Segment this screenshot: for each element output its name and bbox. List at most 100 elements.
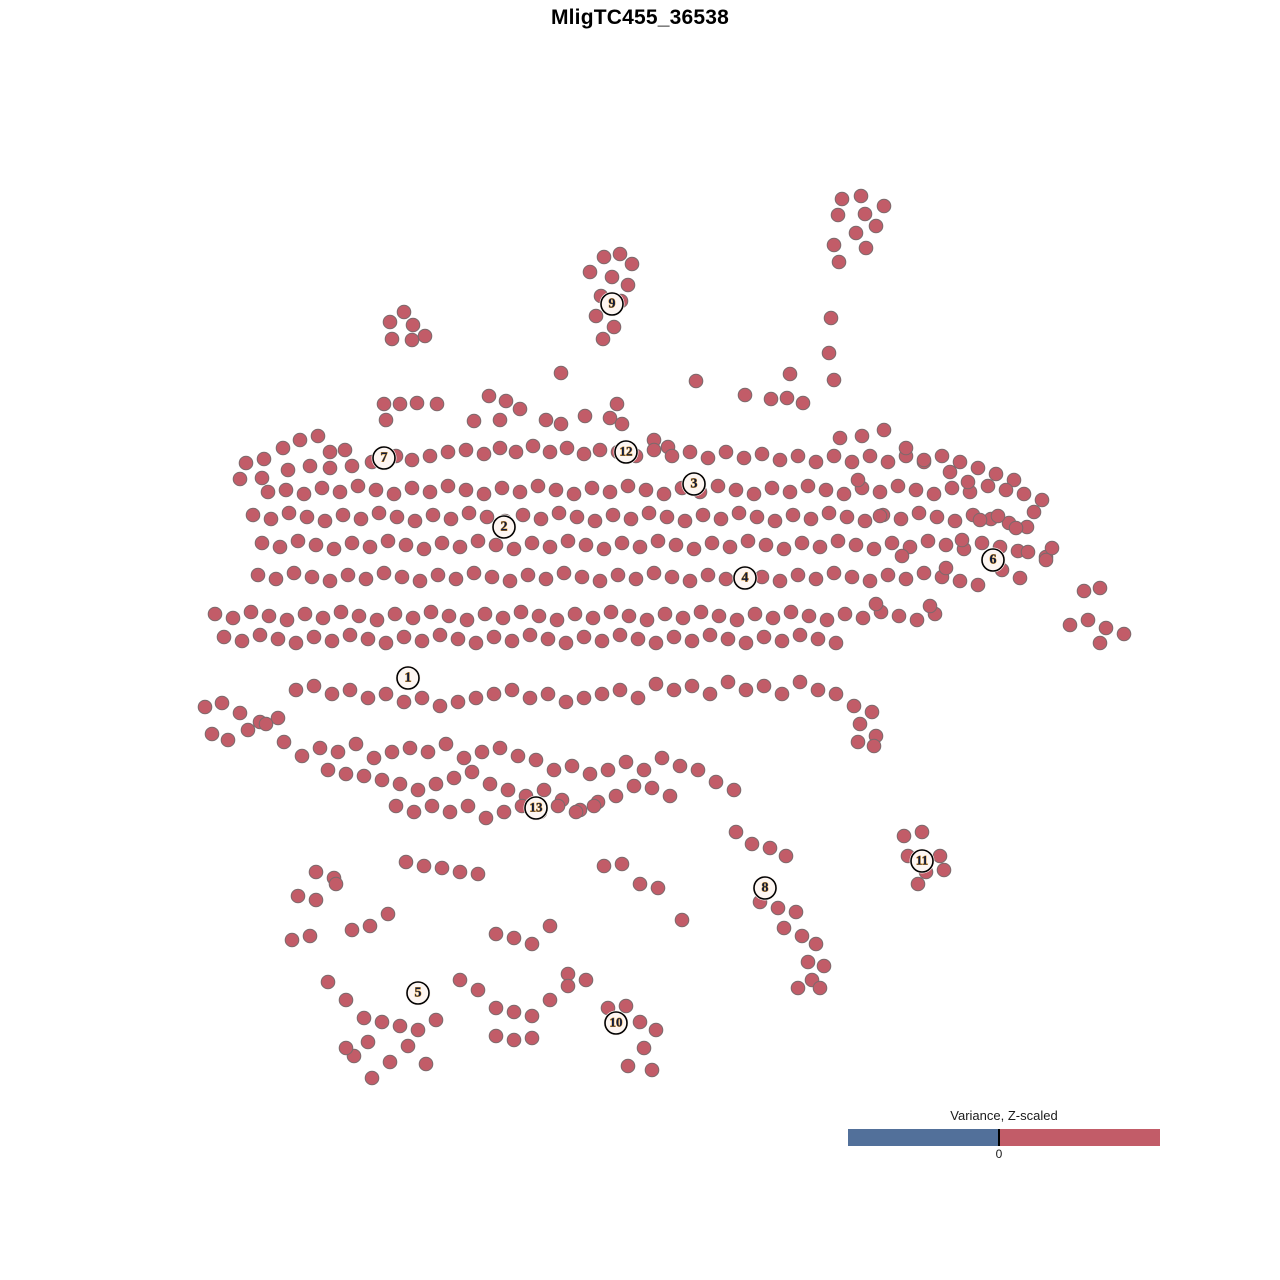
data-point xyxy=(320,974,336,990)
data-point xyxy=(828,686,844,702)
data-point xyxy=(737,387,753,403)
data-point xyxy=(362,539,378,555)
cluster-label-9[interactable]: 9 xyxy=(599,291,625,317)
data-point xyxy=(569,509,585,525)
data-point xyxy=(684,678,700,694)
cluster-label-12[interactable]: 12 xyxy=(613,439,639,465)
data-point xyxy=(620,1058,636,1074)
data-point xyxy=(438,736,454,752)
cluster-label-ring xyxy=(614,440,638,464)
data-point xyxy=(398,537,414,553)
data-point xyxy=(344,535,360,551)
data-point xyxy=(542,918,558,934)
data-point xyxy=(803,511,819,527)
data-point xyxy=(604,269,620,285)
data-point xyxy=(524,535,540,551)
data-point xyxy=(818,482,834,498)
data-point xyxy=(632,1014,648,1030)
data-point xyxy=(356,768,372,784)
data-point xyxy=(641,505,657,521)
data-point xyxy=(711,608,727,624)
data-point xyxy=(288,682,304,698)
cluster-label-7[interactable]: 7 xyxy=(371,445,397,471)
data-point xyxy=(317,513,333,529)
legend-title: Variance, Z-scaled xyxy=(950,1108,1058,1123)
data-point xyxy=(916,565,932,581)
data-point xyxy=(947,513,963,529)
cluster-label-2[interactable]: 2 xyxy=(491,514,517,540)
data-point xyxy=(857,206,873,222)
data-point xyxy=(596,541,612,557)
data-point xyxy=(1092,635,1108,651)
data-point xyxy=(916,452,932,468)
data-point xyxy=(577,408,593,424)
data-point xyxy=(876,422,892,438)
legend-swatch-high xyxy=(997,1129,1160,1146)
data-point xyxy=(302,458,318,474)
cluster-label-text: 7 xyxy=(381,451,388,466)
data-point xyxy=(424,798,440,814)
cluster-label-11[interactable]: 11 xyxy=(909,848,935,874)
data-point xyxy=(533,511,549,527)
data-point xyxy=(595,331,611,347)
data-point xyxy=(866,738,882,754)
data-point xyxy=(240,722,256,738)
data-point xyxy=(914,824,930,840)
data-point xyxy=(702,627,718,643)
cluster-label-13[interactable]: 13 xyxy=(523,795,549,821)
data-point xyxy=(808,571,824,587)
data-point xyxy=(952,454,968,470)
data-point xyxy=(306,629,322,645)
data-point xyxy=(639,612,655,628)
data-point xyxy=(980,478,996,494)
cluster-label-8[interactable]: 8 xyxy=(752,875,778,901)
data-point xyxy=(758,537,774,553)
data-point xyxy=(364,1070,380,1086)
data-point xyxy=(275,440,291,456)
data-point xyxy=(488,1000,504,1016)
data-point xyxy=(520,567,536,583)
cluster-label-1[interactable]: 1 xyxy=(395,665,421,691)
data-point xyxy=(800,478,816,494)
data-point xyxy=(360,1034,376,1050)
data-point xyxy=(576,446,592,462)
data-point xyxy=(810,682,826,698)
data-point xyxy=(382,314,398,330)
cluster-label-10[interactable]: 10 xyxy=(603,1010,629,1036)
data-point xyxy=(542,444,558,460)
data-point xyxy=(369,612,385,628)
data-point xyxy=(324,686,340,702)
data-point xyxy=(302,928,318,944)
data-point xyxy=(374,772,390,788)
cluster-label-5[interactable]: 5 xyxy=(405,980,431,1006)
data-point xyxy=(458,442,474,458)
data-point xyxy=(644,1062,660,1078)
data-point xyxy=(578,972,594,988)
data-point xyxy=(504,633,520,649)
data-point xyxy=(944,480,960,496)
data-point xyxy=(542,992,558,1008)
cluster-label-text: 4 xyxy=(742,571,749,586)
data-point xyxy=(315,610,331,626)
data-point xyxy=(826,448,842,464)
data-point xyxy=(506,930,522,946)
cluster-label-3[interactable]: 3 xyxy=(681,471,707,497)
data-point xyxy=(736,450,752,466)
data-point xyxy=(596,858,612,874)
data-point xyxy=(866,541,882,557)
data-point xyxy=(826,565,842,581)
data-point xyxy=(474,744,490,760)
data-point xyxy=(648,635,664,651)
data-point xyxy=(795,395,811,411)
data-point xyxy=(708,774,724,790)
data-point xyxy=(936,862,952,878)
data-point xyxy=(214,695,230,711)
data-point xyxy=(252,627,268,643)
data-point xyxy=(486,629,502,645)
data-point xyxy=(932,848,948,864)
data-point xyxy=(278,482,294,498)
cluster-label-4[interactable]: 4 xyxy=(732,565,758,591)
data-point xyxy=(476,446,492,462)
cluster-label-6[interactable]: 6 xyxy=(980,547,1006,573)
data-point xyxy=(850,472,866,488)
